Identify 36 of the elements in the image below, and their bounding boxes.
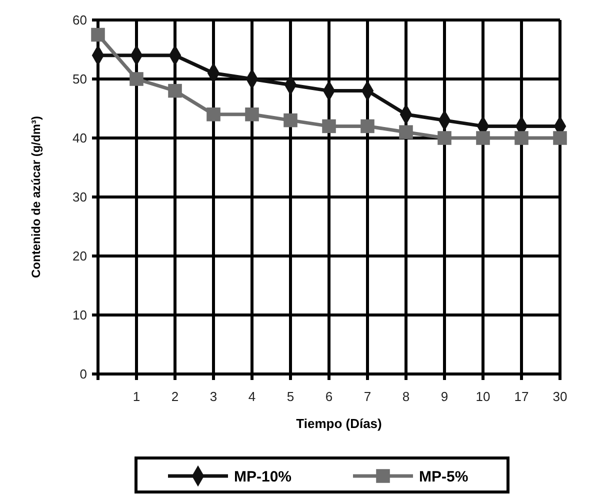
legend-label: MP-10% — [234, 468, 292, 486]
x-tick-label: 1 — [132, 389, 140, 404]
point — [438, 131, 452, 145]
y-tick-label: 0 — [80, 366, 87, 382]
x-tick-label: 17 — [514, 389, 529, 404]
point — [284, 113, 298, 128]
x-tick-label: 6 — [325, 389, 333, 404]
x-tick-label: 10 — [476, 389, 490, 404]
point — [476, 131, 490, 145]
point — [206, 108, 220, 122]
x-tick-label: 30 — [552, 389, 568, 404]
point — [168, 84, 182, 98]
y-tick-label: 30 — [72, 190, 87, 205]
y-tick-label: 40 — [72, 130, 87, 146]
point — [399, 125, 413, 139]
point — [360, 119, 374, 134]
x-tick-label: 9 — [440, 389, 448, 404]
y-axis-title: Contenido de azúcar (g/dm³) — [29, 116, 43, 278]
y-tick-label: 20 — [72, 248, 87, 264]
point — [514, 131, 528, 145]
x-tick-label: 3 — [210, 389, 218, 404]
y-tick-label: 10 — [72, 308, 87, 323]
legend-label: MP-5% — [419, 468, 468, 486]
point — [322, 119, 336, 134]
x-axis-title: Tiempo (Días) — [296, 416, 382, 431]
x-tick-label: 4 — [248, 389, 256, 404]
x-tick-label: 8 — [402, 389, 410, 404]
y-tick-label: 60 — [72, 12, 87, 28]
x-tick-label: 2 — [171, 389, 179, 404]
y-tick-label: 50 — [72, 72, 87, 87]
x-tick-label: 7 — [364, 389, 372, 404]
x-tick-label: 5 — [286, 389, 294, 404]
point — [553, 131, 567, 145]
point — [130, 72, 144, 86]
point — [91, 28, 105, 42]
point — [245, 108, 259, 122]
